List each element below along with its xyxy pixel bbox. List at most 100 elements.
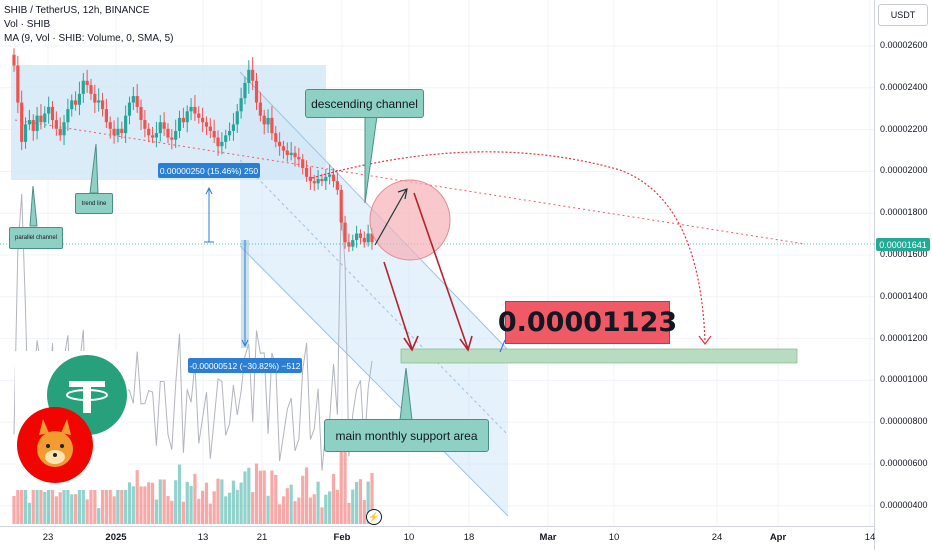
measure-down-label[interactable]: -0.00000512 (−30.82%) −512 — [188, 358, 302, 373]
time-tick-label: 23 — [42, 532, 54, 543]
lightning-icon[interactable]: ⚡ — [366, 509, 382, 525]
candle-body — [35, 115, 39, 131]
volume-bar — [274, 474, 278, 524]
candle-body — [297, 157, 301, 160]
volume-bar — [339, 422, 343, 524]
price-tick-label: 0.00001600 — [880, 249, 928, 259]
candle-body — [355, 233, 359, 241]
candle-body — [343, 222, 347, 243]
volume-bar — [231, 480, 236, 524]
candle-body — [224, 135, 228, 142]
volume-bar — [239, 482, 243, 524]
candle-body — [270, 117, 274, 134]
volume-bar — [89, 483, 93, 524]
volume-bar — [193, 473, 197, 524]
volume-bar — [85, 499, 89, 524]
volume-bar — [251, 492, 255, 524]
legend-ma[interactable]: MA (9, Vol · SHIB: Volume, 0, SMA, 5) — [4, 33, 174, 44]
volume-bar — [297, 497, 301, 524]
volume-bar — [235, 489, 239, 524]
candle-body — [216, 137, 220, 147]
volume-bar — [131, 486, 135, 524]
down-arrow-1 — [383, 261, 413, 350]
volume-bar — [301, 475, 305, 524]
volume-bar — [27, 502, 31, 524]
price-tick-label: 0.00001800 — [880, 207, 928, 218]
candle-body — [193, 106, 197, 114]
candle-body — [262, 115, 266, 125]
volume-bar — [66, 465, 70, 524]
volume-bar — [351, 489, 355, 524]
candle-body — [370, 233, 374, 243]
volume-bar — [204, 482, 209, 524]
price-tick-label: 0.00001200 — [880, 332, 928, 343]
volume-bar — [162, 479, 166, 524]
volume-bar — [158, 479, 162, 524]
volume-bar — [266, 495, 270, 524]
candle-body — [247, 69, 251, 83]
candle-body — [143, 120, 147, 129]
projection-arc[interactable] — [311, 151, 706, 343]
volume-bar — [139, 486, 143, 524]
measure-up-label[interactable]: 0.00000250 (15.46%) 250 — [158, 163, 260, 178]
candle-body — [312, 181, 316, 184]
highlight-circle[interactable] — [369, 179, 451, 261]
candle-body — [66, 109, 70, 123]
candle-body — [347, 242, 351, 247]
volume-bar — [62, 472, 66, 524]
time-tick-label: 10 — [403, 532, 415, 543]
logo-badge — [15, 351, 128, 490]
legend-volume[interactable]: Vol · SHIB — [4, 19, 51, 30]
target-price-label[interactable]: 0.00001123 — [498, 301, 677, 344]
candle-body — [73, 100, 78, 105]
price-tick-label: 0.00002200 — [880, 123, 928, 134]
volume-bar — [208, 503, 212, 524]
candle-body — [112, 128, 116, 136]
candle-body — [39, 115, 43, 123]
currency-selector[interactable]: USDT — [878, 4, 928, 26]
volume-bar — [293, 501, 297, 524]
volume-bar — [220, 479, 224, 524]
candle-body — [212, 130, 216, 138]
volume-bar — [370, 473, 374, 524]
candle-body — [197, 113, 201, 118]
candle-body — [320, 178, 324, 182]
legend-symbol[interactable]: SHIB / TetherUS, 12h, BINANCE — [4, 5, 150, 16]
volume-bar — [143, 486, 147, 524]
descending-channel-pointer — [364, 115, 378, 204]
volume-bar — [304, 467, 309, 524]
candle-body — [239, 98, 243, 112]
volume-bar — [347, 502, 351, 524]
candle-body — [208, 126, 212, 131]
time-axis[interactable] — [0, 526, 874, 551]
candle-body — [304, 168, 309, 177]
candle-body — [335, 181, 339, 190]
candle-body — [331, 174, 336, 182]
candle-body — [308, 176, 313, 182]
volume-bar — [270, 470, 274, 524]
support-area-callout[interactable]: main monthly support area — [324, 419, 489, 452]
candle-body — [131, 96, 135, 103]
descending-channel[interactable] — [240, 72, 508, 516]
price-axis[interactable] — [874, 0, 932, 550]
trend-line[interactable] — [14, 119, 806, 245]
volume-bar — [320, 507, 324, 524]
time-tick-label: 21 — [256, 532, 268, 543]
candle-body — [158, 122, 162, 134]
descending-channel-callout[interactable]: descending channel — [305, 89, 424, 118]
candle-body — [324, 176, 328, 182]
parallel-channel-callout[interactable]: parallel channel — [9, 227, 63, 249]
candle-body — [170, 137, 174, 140]
volume-bar — [285, 488, 289, 524]
volume-bar — [81, 463, 85, 524]
support-area[interactable] — [400, 348, 798, 364]
price-tick-label: 0.00002000 — [880, 165, 928, 176]
candle-body — [31, 120, 35, 131]
volume-bar — [331, 473, 336, 524]
candle-body — [104, 109, 108, 123]
descending-channel-mid-line — [239, 159, 509, 436]
trend-line-callout[interactable]: trend line — [75, 193, 113, 214]
candle-body — [258, 102, 262, 116]
